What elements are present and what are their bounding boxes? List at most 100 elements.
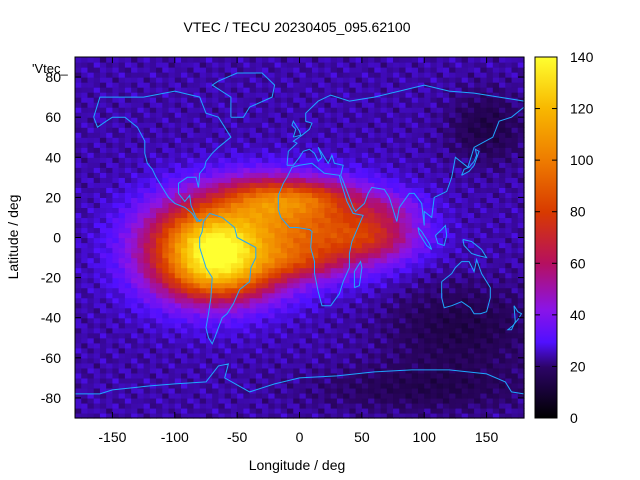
heatmap-cell xyxy=(193,72,201,78)
heatmap-cell xyxy=(168,162,176,168)
heatmap-cell xyxy=(318,367,326,374)
heatmap-cell xyxy=(255,102,263,108)
heatmap-cell xyxy=(492,267,500,274)
heatmap-cell xyxy=(436,167,444,173)
heatmap-cell xyxy=(361,292,369,299)
heatmap-cell xyxy=(374,82,382,88)
heatmap-cell xyxy=(218,322,226,329)
heatmap-cell xyxy=(205,232,213,239)
heatmap-cell xyxy=(293,177,301,183)
heatmap-cell xyxy=(393,182,400,188)
heatmap-cell xyxy=(93,207,101,214)
heatmap-cell xyxy=(280,387,288,394)
heatmap-cell xyxy=(237,67,244,73)
heatmap-cell xyxy=(93,282,101,289)
heatmap-cell xyxy=(137,147,145,153)
heatmap-cell xyxy=(299,107,307,113)
heatmap-cell xyxy=(492,172,500,178)
heatmap-cell xyxy=(336,247,344,254)
heatmap-cell xyxy=(181,117,188,123)
heatmap-cell xyxy=(212,77,220,83)
heatmap-cell xyxy=(449,132,457,138)
heatmap-cell xyxy=(311,272,319,279)
heatmap-cell xyxy=(430,232,438,239)
heatmap-cell xyxy=(112,252,120,259)
heatmap-cell xyxy=(106,287,114,294)
heatmap-cell xyxy=(474,412,481,419)
heatmap-cell xyxy=(467,242,475,249)
heatmap-cell xyxy=(181,292,188,299)
heatmap-cell xyxy=(118,192,126,198)
heatmap-cell xyxy=(486,392,494,399)
heatmap-cell xyxy=(455,277,463,284)
heatmap-cell xyxy=(474,122,481,128)
heatmap-cell xyxy=(143,177,151,183)
heatmap-cell xyxy=(131,172,138,178)
heatmap-cell xyxy=(299,257,307,264)
heatmap-cell xyxy=(274,212,282,219)
heatmap-cell xyxy=(268,92,276,98)
heatmap-cell xyxy=(517,367,525,374)
heatmap-cell xyxy=(305,392,313,399)
heatmap-cell xyxy=(399,237,407,244)
heatmap-cell xyxy=(187,342,195,349)
heatmap-cell xyxy=(205,402,213,409)
heatmap-cell xyxy=(149,377,157,384)
heatmap-cell xyxy=(505,137,513,143)
heatmap-cell xyxy=(517,357,525,364)
heatmap-cell xyxy=(230,277,238,284)
heatmap-cell xyxy=(311,72,319,78)
heatmap-cell xyxy=(181,132,188,138)
heatmap-cell xyxy=(156,407,163,414)
heatmap-cell xyxy=(205,332,213,339)
heatmap-cell xyxy=(449,207,457,214)
heatmap-cell xyxy=(474,327,481,334)
heatmap-cell xyxy=(380,167,388,173)
heatmap-cell xyxy=(218,222,226,229)
heatmap-cell xyxy=(168,292,176,299)
heatmap-cell xyxy=(174,152,182,158)
heatmap-cell xyxy=(499,352,506,359)
heatmap-cell xyxy=(293,72,301,78)
heatmap-cell xyxy=(349,337,357,344)
heatmap-cell xyxy=(355,272,363,279)
heatmap-cell xyxy=(492,77,500,83)
heatmap-cell xyxy=(311,102,319,108)
heatmap-cell xyxy=(112,367,120,374)
heatmap-cell xyxy=(205,222,213,229)
heatmap-cell xyxy=(499,267,506,274)
heatmap-cell xyxy=(386,382,394,389)
heatmap-cell xyxy=(293,137,301,143)
heatmap-cell xyxy=(343,357,350,364)
heatmap-cell xyxy=(124,227,132,234)
heatmap-cell xyxy=(199,177,207,183)
heatmap-cell xyxy=(430,132,438,138)
heatmap-cell xyxy=(311,332,319,339)
heatmap-cell xyxy=(199,277,207,284)
heatmap-cell xyxy=(411,377,419,384)
heatmap-cell xyxy=(411,157,419,163)
heatmap-cell xyxy=(87,222,95,229)
heatmap-cell xyxy=(511,292,519,299)
heatmap-cell xyxy=(449,97,457,103)
heatmap-cell xyxy=(305,352,313,359)
heatmap-cell xyxy=(486,72,494,78)
heatmap-cell xyxy=(287,262,294,269)
heatmap-cell xyxy=(461,242,469,249)
heatmap-cell xyxy=(474,307,481,314)
heatmap-cell xyxy=(305,122,313,128)
heatmap-cell xyxy=(255,267,263,274)
heatmap-cell xyxy=(149,397,157,404)
heatmap-cell xyxy=(274,332,282,339)
heatmap-cell xyxy=(442,152,450,158)
heatmap-cell xyxy=(187,302,195,309)
heatmap-cell xyxy=(349,302,357,309)
heatmap-cell xyxy=(436,282,444,289)
heatmap-cell xyxy=(361,132,369,138)
heatmap-cell xyxy=(193,247,201,254)
heatmap-cell xyxy=(442,182,450,188)
heatmap-cell xyxy=(193,337,201,344)
heatmap-cell xyxy=(343,392,350,399)
heatmap-cell xyxy=(149,177,157,183)
heatmap-cell xyxy=(237,332,244,339)
